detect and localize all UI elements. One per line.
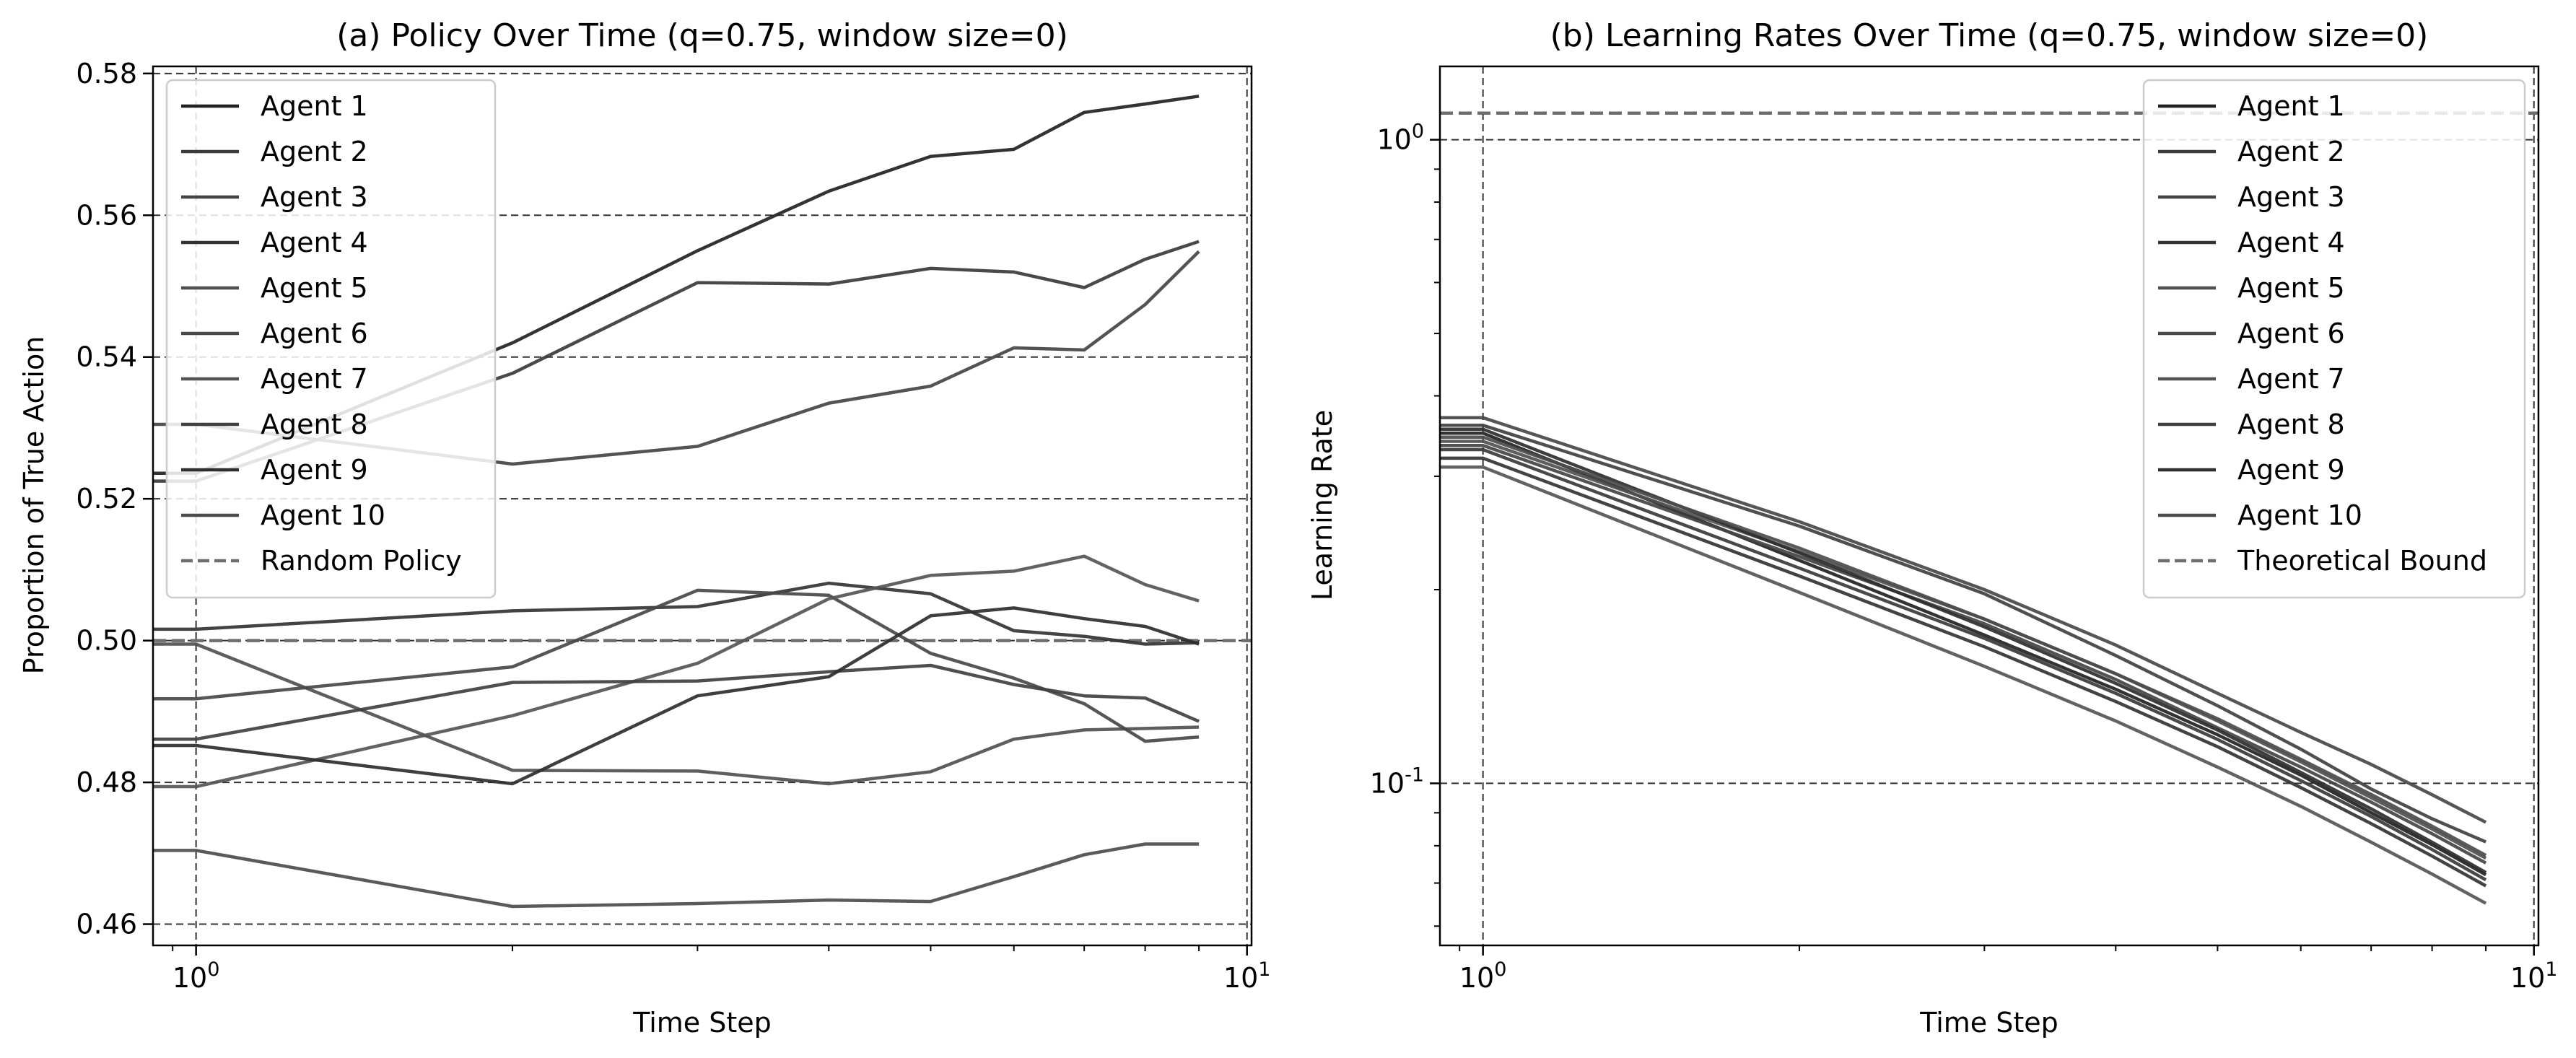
legend-label-agent-7: Agent 7 <box>2237 363 2345 395</box>
agent-4-line <box>1440 456 2487 888</box>
learning-rate-y-axis-label: Learning Rate <box>1306 410 1338 600</box>
y-tick-label: 0.52 <box>76 483 137 515</box>
policy-over-time-chart: 100 101 0.46 0.48 0.50 0.52 0.54 0.56 0.58 (a) P… <box>18 17 1270 1039</box>
policy-y-axis-label: Proportion of True Action <box>18 336 50 675</box>
learning-rate-series-lines <box>1440 416 2487 905</box>
x-tick-label: 100 <box>1459 958 1507 994</box>
legend-label-agent-3: Agent 3 <box>261 181 368 213</box>
learning-rate-axes-frame <box>1438 65 2540 947</box>
legend-label-agent-8: Agent 8 <box>2237 408 2345 440</box>
legend-box <box>165 79 497 599</box>
y-tick-label: 10-1 <box>1370 764 1424 799</box>
agent-9-line <box>153 606 1200 786</box>
legend-box <box>2142 79 2526 599</box>
legend-label-agent-5: Agent 5 <box>2237 272 2345 304</box>
learning-rate-chart-title: (b) Learning Rates Over Time (q=0.75, wi… <box>1550 17 2429 54</box>
y-tick-label: 0.54 <box>76 341 137 373</box>
learning-rate-legend: Agent 1 Agent 2 Agent 3 Agent 4 Agent 5 Agent… <box>2142 79 2526 599</box>
legend-label-agent-3: Agent 3 <box>2237 181 2345 213</box>
agent-3-line <box>1440 443 2487 865</box>
legend-label-agent-9: Agent 9 <box>261 454 368 486</box>
agent-10-line <box>153 842 1200 909</box>
y-tick-label: 0.48 <box>76 766 137 798</box>
y-tick-label: 100 <box>1376 121 1424 156</box>
legend-label-agent-6: Agent 6 <box>261 318 368 349</box>
policy-axes-frame <box>152 65 1253 947</box>
agent-5-line <box>153 642 1200 786</box>
policy-series-lines <box>153 95 1200 909</box>
agent-6-line <box>1440 416 2487 824</box>
legend-label-random-policy: Random Policy <box>261 545 462 577</box>
learning-rate-x-axis-label: Time Step <box>1919 1007 2058 1039</box>
legend-label-agent-10: Agent 10 <box>261 499 385 531</box>
legend-label-agent-1: Agent 1 <box>2237 90 2345 122</box>
agent-7-line <box>153 554 1200 789</box>
legend-label-agent-10: Agent 10 <box>2237 499 2362 531</box>
y-tick-label: 0.58 <box>76 58 137 89</box>
legend-label-agent-6: Agent 6 <box>2237 318 2345 349</box>
y-tick-label: 0.56 <box>76 199 137 231</box>
policy-chart-title: (a) Policy Over Time (q=0.75, window siz… <box>336 17 1067 54</box>
legend-label-agent-7: Agent 7 <box>261 363 368 395</box>
learning-rates-chart: 100 101 10-1 100 (b) Learning Rates Over Ti… <box>1306 17 2557 1039</box>
agent-8-line <box>153 663 1200 741</box>
x-tick-label: 101 <box>1223 958 1271 994</box>
policy-x-axis-label: Time Step <box>632 1007 772 1039</box>
legend-label-agent-9: Agent 9 <box>2237 454 2345 486</box>
x-tick-label: 100 <box>173 958 220 994</box>
legend-label-theoretical-bound: Theoretical Bound <box>2237 545 2487 577</box>
policy-axis-ticks: 100 101 0.46 0.48 0.50 0.52 0.54 0.56 0.58 <box>76 58 1270 994</box>
agent-10-line <box>1440 435 2487 857</box>
agent-7-line <box>1440 465 2487 905</box>
legend-label-agent-2: Agent 2 <box>2237 136 2345 167</box>
agent-8-line <box>1440 424 2487 844</box>
legend-label-agent-8: Agent 8 <box>261 408 368 440</box>
agent-6-line <box>153 588 1200 743</box>
legend-label-agent-1: Agent 1 <box>261 90 368 122</box>
legend-label-agent-2: Agent 2 <box>261 136 368 167</box>
y-tick-label: 0.46 <box>76 909 137 940</box>
policy-legend: Agent 1 Agent 2 Agent 3 Agent 4 Agent 5 Agent… <box>165 79 497 599</box>
legend-label-agent-5: Agent 5 <box>261 272 368 304</box>
learning-rate-axis-ticks: 100 101 10-1 100 <box>1370 121 2558 994</box>
y-tick-label: 0.50 <box>76 625 137 657</box>
legend-label-agent-4: Agent 4 <box>2237 227 2345 258</box>
agent-2-line <box>1440 447 2487 882</box>
x-tick-label: 101 <box>2510 958 2558 994</box>
legend-label-agent-4: Agent 4 <box>261 227 368 258</box>
